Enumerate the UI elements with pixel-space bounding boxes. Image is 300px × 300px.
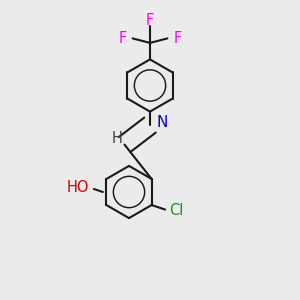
Text: F: F: [146, 13, 154, 28]
Text: HO: HO: [67, 180, 89, 195]
Text: H: H: [112, 131, 122, 146]
Text: Cl: Cl: [169, 203, 184, 218]
Text: N: N: [157, 115, 168, 130]
Text: F: F: [173, 31, 182, 46]
Text: F: F: [118, 31, 127, 46]
